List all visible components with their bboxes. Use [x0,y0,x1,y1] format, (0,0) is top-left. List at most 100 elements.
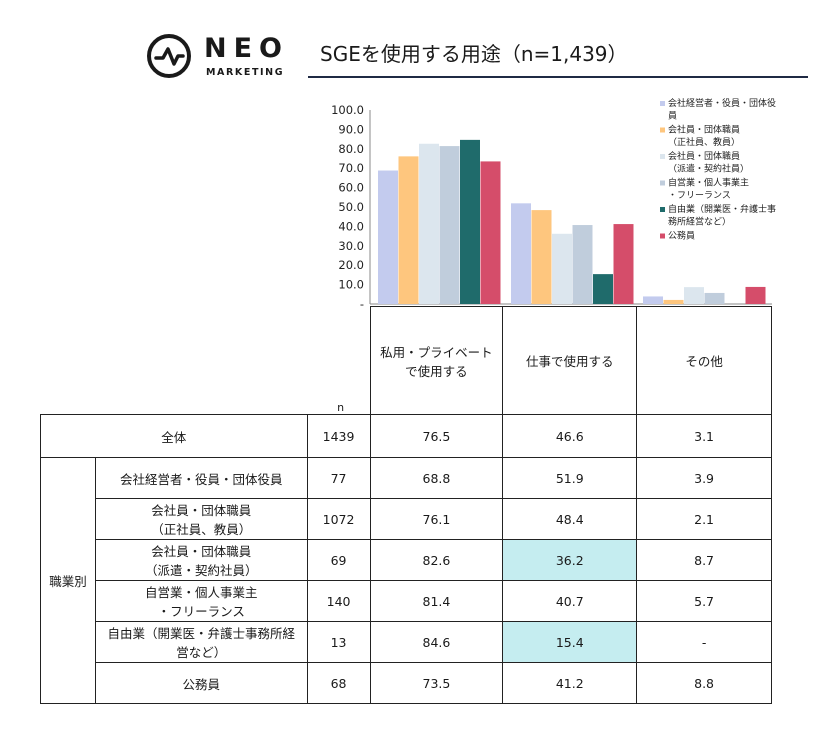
value-cell: 8.8 [636,662,772,704]
bar-5-2 [593,274,613,304]
logo-subtitle: MARKETING [206,67,285,78]
legend-swatch-3 [660,154,665,159]
header-col-3: その他 [636,306,772,415]
value-cell: 36.2 [502,539,638,581]
legend-label-4: ・フリーランス [668,190,731,201]
neo-circle-logo-icon [147,34,191,78]
table-row: 会社員・団体職員 （正社員、教員） 1072 76.1 48.4 2.1 [41,498,772,540]
y-tick-label: 10.0 [338,278,364,292]
legend-label-5: 務所経営など） [668,216,731,228]
bar-3-3 [684,287,704,304]
bar-6-1 [480,161,501,304]
table-row: 自営業・個人事業主 ・フリーランス 140 81.4 40.7 5.7 [41,580,772,622]
header-col-1: 私用・プライベート で使用する [369,306,504,415]
group-label: 職業別 [40,457,96,704]
value-cell: 76.1 [369,498,504,540]
row-label: 全体 [40,414,308,458]
legend-label-2: （正社員、教員） [668,136,740,148]
value-cell: 5.7 [636,580,772,622]
bar-1-2 [511,203,531,304]
row-label: 会社員・団体職員 （正社員、教員） [94,498,308,540]
value-cell: 73.5 [369,662,504,704]
value-cell: 40.7 [502,580,638,622]
legend-swatch-2 [660,127,665,133]
value-cell: 3.1 [636,414,772,458]
value-cell: 15.4 [502,621,638,663]
logo-wordmark: NEO [204,33,289,64]
table-row: 公務員 68 73.5 41.2 8.8 [41,662,772,704]
row-n: 69 [306,539,371,581]
value-cell: 41.2 [502,662,638,704]
y-tick-label: 90.0 [338,122,364,136]
legend-label-1: 員 [668,111,677,122]
row-label: 公務員 [94,662,308,704]
legend-label-2: 会社員・団体職員 [668,124,740,136]
y-tick-label: 50.0 [338,200,364,214]
title-underline [308,76,808,78]
value-cell: 48.4 [502,498,638,540]
y-tick-label: 30.0 [338,239,364,253]
y-tick-label: 80.0 [338,142,364,156]
value-cell: 82.6 [369,539,504,581]
bar-3-2 [552,233,572,304]
value-cell: 51.9 [502,457,638,499]
legend-label-3: 会社員・団体職員 [668,150,740,162]
bar-5-1 [460,139,480,304]
legend-swatch-5 [660,207,665,212]
row-n: 1439 [306,414,371,458]
legend-label-1: 会社経営者・役員・団体役 [668,97,776,109]
bar-4-1 [439,146,460,304]
legend-label-3: （派遣・契約社員） [668,163,749,175]
bar-4-3 [704,292,725,304]
legend-swatch-4 [660,180,665,186]
value-cell: 3.9 [636,457,772,499]
bar-6-2 [613,224,634,304]
value-cell: 46.6 [502,414,638,458]
header-n: n [307,306,371,415]
bar-6-3 [745,286,766,304]
value-cell: 81.4 [369,580,504,622]
header-blank [41,307,308,415]
row-n: 68 [306,662,371,704]
bar-1-3 [643,296,663,304]
table-row: 全体 1439 76.5 46.6 3.1 [40,414,772,458]
legend-label-6: 公務員 [668,230,695,242]
table-row: 職業別 会社経営者・役員・団体役員 77 68.8 51.9 3.9 [40,457,772,704]
value-cell: 8.7 [636,539,772,581]
page-title: SGEを使用する用途（n=1,439） [320,42,628,66]
row-label: 会社員・団体職員 （派遣・契約社員） [94,539,308,581]
results-table: n 私用・プライベート で使用する 仕事で使用する その他 全体 1439 76.5 46.6 3… [40,306,772,704]
bar-2-3 [663,299,684,304]
y-tick-label: 60.0 [338,181,364,195]
bar-2-1 [398,156,419,304]
y-tick-label: 20.0 [338,258,364,272]
bar-4-2 [572,225,593,304]
row-n: 140 [306,580,371,622]
y-tick-label: 40.0 [338,219,364,233]
value-cell: - [636,621,772,663]
table-row: 自由業（開業医・弁護士事務所経 営など） 13 84.6 15.4- [41,621,772,663]
legend-label-5: 自由業（開業医・弁護士事 [668,203,776,215]
y-tick-label: 100.0 [331,103,364,117]
bar-3-1 [419,143,439,304]
header-col-2: 仕事で使用する [502,306,638,415]
legend-swatch-6 [660,233,665,239]
row-n: 1072 [306,498,371,540]
legend-swatch-1 [660,101,665,106]
y-tick-label: - [360,297,364,311]
row-label: 会社経営者・役員・団体役員 [94,457,308,499]
y-tick-label: 70.0 [338,161,364,175]
table-row: 会社員・団体職員 （派遣・契約社員） 69 82.6 36.2 8.7 [41,539,772,581]
value-cell: 84.6 [369,621,504,663]
neo-marketing-logo: NEO MARKETING [146,33,292,79]
row-n: 77 [306,457,371,499]
row-label: 自由業（開業医・弁護士事務所経 営など） [94,621,308,663]
value-cell: 76.5 [369,414,504,458]
value-cell: 68.8 [369,457,504,499]
bar-1-1 [378,170,398,304]
value-cell: 2.1 [636,498,772,540]
row-n: 13 [306,621,371,663]
legend-label-4: 自営業・個人事業主 [668,177,749,189]
row-label: 自営業・個人事業主 ・フリーランス [94,580,308,622]
